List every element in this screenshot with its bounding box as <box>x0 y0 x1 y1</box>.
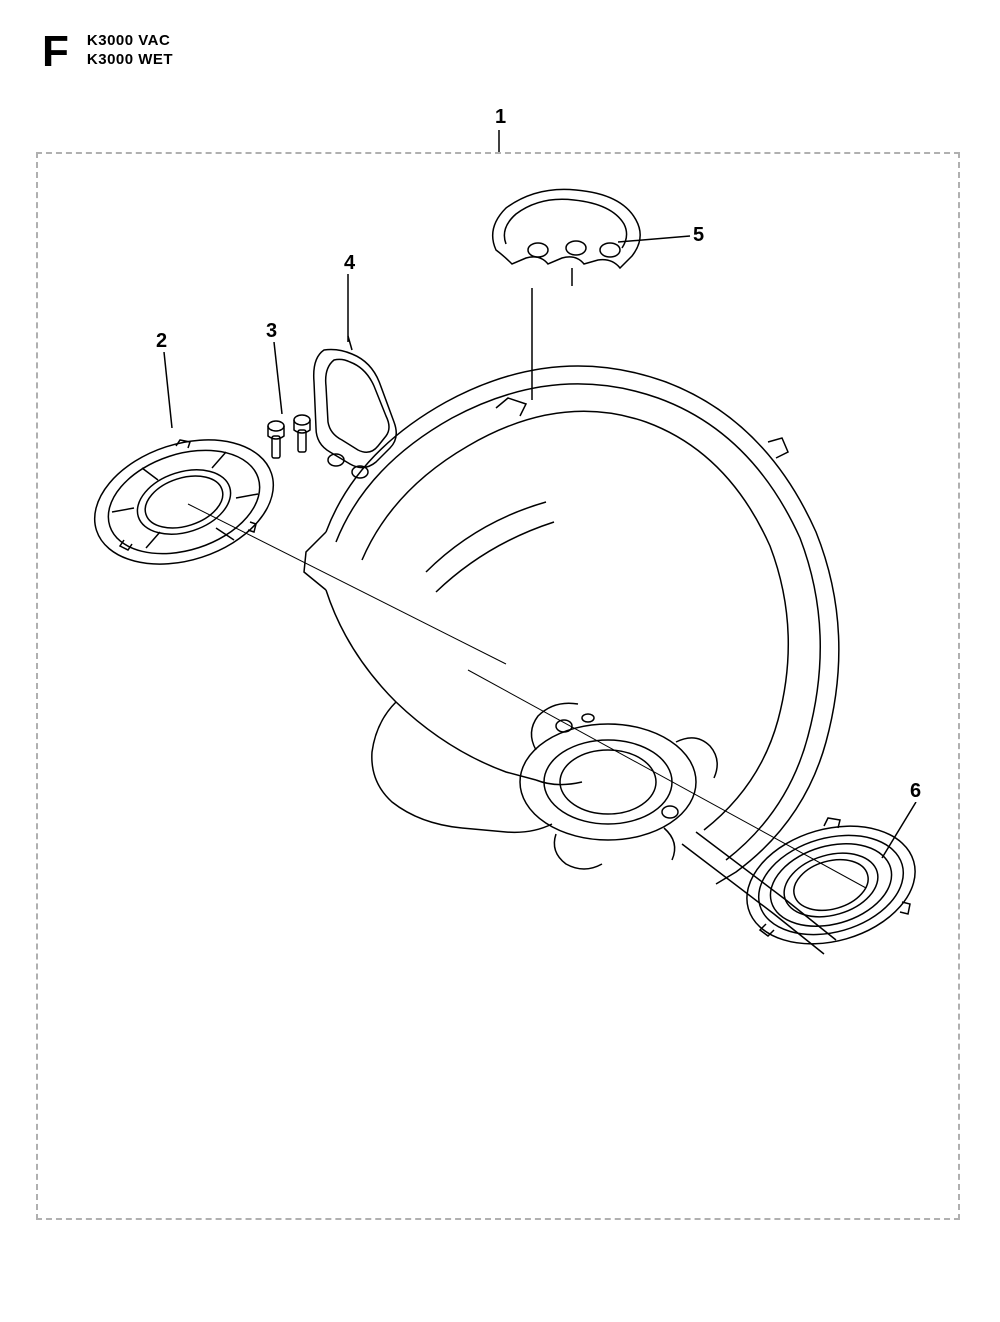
model-name-2: K3000 WET <box>87 51 173 68</box>
callout-line-1 <box>497 130 501 152</box>
diagram-area: 2 3 4 5 6 <box>36 152 960 1220</box>
model-names: K3000 VAC K3000 WET <box>87 32 173 68</box>
part-6-flange <box>736 800 926 970</box>
model-name-1: K3000 VAC <box>87 32 173 49</box>
callout-2: 2 <box>156 330 167 353</box>
callout-1: 1 <box>495 106 506 129</box>
header: F K3000 VAC K3000 WET <box>42 30 173 74</box>
section-letter: F <box>42 30 69 74</box>
